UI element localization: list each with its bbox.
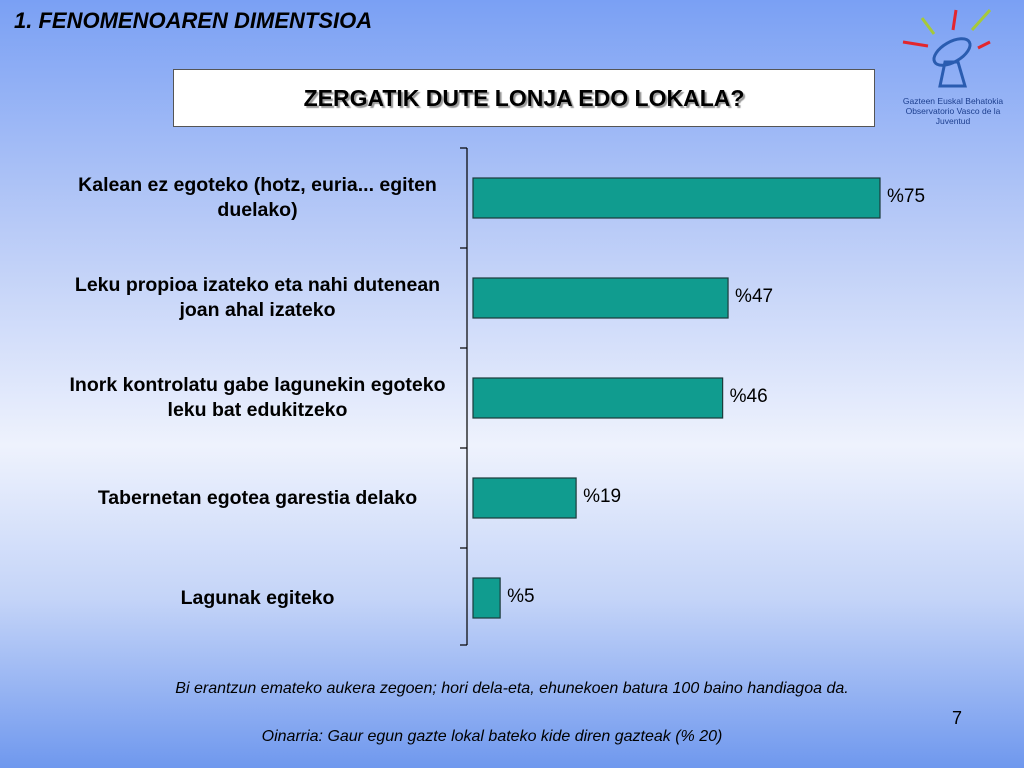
logo-text: Gazteen Euskal Behatokia Observatorio Va… [888,96,1018,126]
bar [472,177,881,219]
value-label: %47 [735,286,774,307]
chart-title: ZERGATIK DUTE LONJA EDO LOKALA? [303,84,745,111]
logo-line: Gazteen Euskal Behatokia [902,96,1004,106]
slide-header: 1. FENOMENOAREN DIMENTSIOA [14,8,373,33]
value-label: %5 [507,586,535,607]
category-label: Lagunak egiteko [180,586,335,609]
value-label: %19 [583,486,622,507]
category-label: Leku propioa izateko eta nahi dutenean j… [74,274,441,321]
bar [472,577,501,619]
bar [472,477,577,519]
category-label: Tabernetan egotea garestia delako [97,486,418,509]
title-box: ZERGATIK DUTE LONJA EDO LOKALA? [173,69,875,127]
logo-graphic [902,8,992,88]
page-number: 7 [952,708,963,728]
source-note: Oinarria: Gaur egun gazte lokal bateko k… [261,728,723,745]
value-label: %75 [887,186,926,207]
value-label: %46 [729,386,768,407]
footnote: Bi erantzun emateko aukera zegoen; hori … [175,680,849,697]
bar [472,377,724,419]
bar [472,277,729,319]
category-label: Inork kontrolatu gabe lagunekin egoteko … [69,374,446,421]
category-label: Kalean ez egoteko (hotz, euria... egiten… [78,174,437,221]
logo-line: Observatorio Vasco de la Juventud [905,106,1001,126]
